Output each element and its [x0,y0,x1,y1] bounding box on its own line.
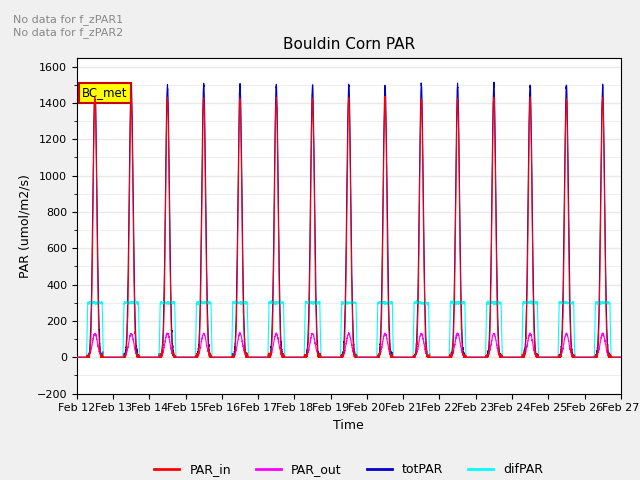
Text: BC_met: BC_met [82,86,128,99]
Legend: PAR_in, PAR_out, totPAR, difPAR: PAR_in, PAR_out, totPAR, difPAR [150,458,548,480]
Title: Bouldin Corn PAR: Bouldin Corn PAR [283,37,415,52]
Text: No data for f_zPAR1
No data for f_zPAR2: No data for f_zPAR1 No data for f_zPAR2 [13,14,123,38]
Y-axis label: PAR (umol/m2/s): PAR (umol/m2/s) [18,174,31,277]
X-axis label: Time: Time [333,419,364,432]
